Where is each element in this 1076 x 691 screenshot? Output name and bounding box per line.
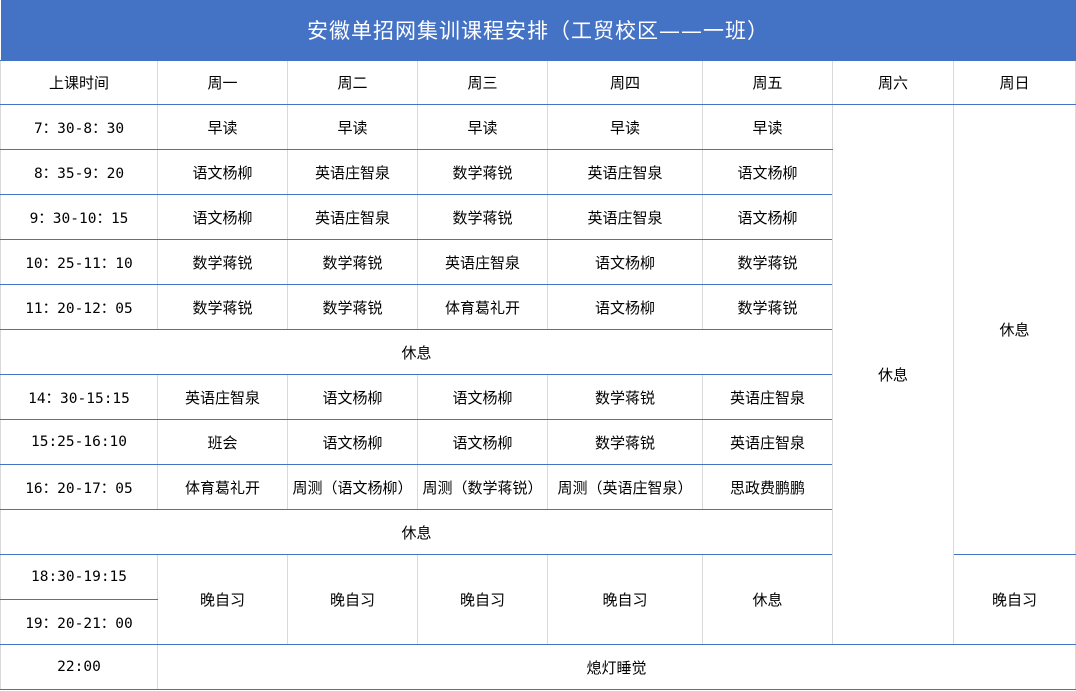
evening-break-cell[interactable]: 休息	[0, 509, 833, 555]
column-header[interactable]: 周一	[157, 60, 288, 105]
lights-out-cell[interactable]: 熄灯睡觉	[157, 644, 1076, 690]
class-cell[interactable]: 语文杨柳	[157, 149, 288, 195]
time-cell[interactable]: 18:30-19:15	[0, 554, 158, 600]
evening-cell[interactable]: 晚自习	[287, 554, 418, 645]
class-cell[interactable]: 数学蒋锐	[287, 239, 418, 285]
class-cell[interactable]: 数学蒋锐	[547, 374, 703, 420]
class-cell[interactable]: 语文杨柳	[287, 419, 418, 465]
time-cell[interactable]: 16：20-17：05	[0, 464, 158, 510]
table-row: 8：35-9：20 语文杨柳 英语庄智泉 数学蒋锐 英语庄智泉 语文杨柳	[0, 149, 1076, 195]
class-cell[interactable]: 数学蒋锐	[287, 284, 418, 330]
class-cell[interactable]: 英语庄智泉	[702, 419, 833, 465]
time-cell[interactable]: 7：30-8：30	[0, 104, 158, 150]
class-cell[interactable]: 早读	[157, 104, 288, 150]
class-cell[interactable]: 语文杨柳	[417, 374, 548, 420]
class-cell[interactable]: 语文杨柳	[547, 239, 703, 285]
class-cell[interactable]: 班会	[157, 419, 288, 465]
time-cell[interactable]: 14：30-15:15	[0, 374, 158, 420]
class-cell[interactable]: 早读	[547, 104, 703, 150]
table-row: 安徽单招网集训课程安排（工贸校区——一班）	[0, 0, 1076, 61]
noon-break-cell[interactable]: 休息	[0, 329, 833, 375]
column-header[interactable]: 周四	[547, 60, 703, 105]
evening-cell[interactable]: 晚自习	[157, 554, 288, 645]
class-cell[interactable]: 英语庄智泉	[287, 194, 418, 240]
class-cell[interactable]: 语文杨柳	[547, 284, 703, 330]
class-cell[interactable]: 数学蒋锐	[702, 239, 833, 285]
table-row: 10：25-11：10 数学蒋锐 数学蒋锐 英语庄智泉 语文杨柳 数学蒋锐	[0, 239, 1076, 285]
column-header[interactable]: 周五	[702, 60, 833, 105]
class-cell[interactable]: 英语庄智泉	[702, 374, 833, 420]
class-cell[interactable]: 数学蒋锐	[702, 284, 833, 330]
time-cell[interactable]: 9：30-10：15	[0, 194, 158, 240]
class-cell[interactable]: 思政费鹏鹏	[702, 464, 833, 510]
class-cell[interactable]: 数学蒋锐	[157, 239, 288, 285]
class-cell[interactable]: 数学蒋锐	[157, 284, 288, 330]
sunday-rest-cell[interactable]: 休息	[953, 104, 1076, 555]
class-cell[interactable]: 早读	[702, 104, 833, 150]
table-row: 16：20-17：05 体育葛礼开 周测（语文杨柳） 周测（数学蒋锐） 周测（英语庄智泉…	[0, 464, 1076, 510]
time-cell[interactable]: 10：25-11：10	[0, 239, 158, 285]
class-cell[interactable]: 英语庄智泉	[417, 239, 548, 285]
class-cell[interactable]: 周测（英语庄智泉）	[547, 464, 703, 510]
class-cell[interactable]: 数学蒋锐	[547, 419, 703, 465]
table-row: 18:30-19:15 晚自习 晚自习 晚自习 晚自习 休息 晚自习	[0, 554, 1076, 645]
saturday-cell[interactable]: 休息	[832, 104, 954, 645]
column-header[interactable]: 上课时间	[0, 60, 158, 105]
class-cell[interactable]: 语文杨柳	[702, 194, 833, 240]
class-cell[interactable]: 英语庄智泉	[287, 149, 418, 195]
sunday-evening-cell[interactable]: 晚自习	[953, 554, 1076, 645]
time-cell[interactable]: 15:25-16:10	[0, 419, 158, 465]
table-row: 11：20-12：05 数学蒋锐 数学蒋锐 体育葛礼开 语文杨柳 数学蒋锐	[0, 284, 1076, 330]
class-cell[interactable]: 数学蒋锐	[417, 194, 548, 240]
page-title[interactable]: 安徽单招网集训课程安排（工贸校区——一班）	[0, 0, 1076, 61]
class-cell[interactable]: 语文杨柳	[417, 419, 548, 465]
class-cell[interactable]: 早读	[417, 104, 548, 150]
time-cell[interactable]: 22:00	[0, 644, 158, 690]
column-header[interactable]: 周日	[953, 60, 1076, 105]
class-cell[interactable]: 体育葛礼开	[157, 464, 288, 510]
evening-cell[interactable]: 晚自习	[547, 554, 703, 645]
time-cell[interactable]: 11：20-12：05	[0, 284, 158, 330]
table-row: 19：20-21：00	[0, 599, 1076, 645]
class-cell[interactable]: 语文杨柳	[287, 374, 418, 420]
class-cell[interactable]: 周测（语文杨柳）	[287, 464, 418, 510]
class-cell[interactable]: 英语庄智泉	[547, 149, 703, 195]
table-row: 22:00 熄灯睡觉	[0, 644, 1076, 690]
evening-cell[interactable]: 晚自习	[417, 554, 548, 645]
table-row: 15:25-16:10 班会 语文杨柳 语文杨柳 数学蒋锐 英语庄智泉	[0, 419, 1076, 465]
table-row: 9：30-10：15 语文杨柳 英语庄智泉 数学蒋锐 英语庄智泉 语文杨柳	[0, 194, 1076, 240]
class-cell[interactable]: 英语庄智泉	[547, 194, 703, 240]
time-cell[interactable]: 8：35-9：20	[0, 149, 158, 195]
class-cell[interactable]: 语文杨柳	[702, 149, 833, 195]
class-cell[interactable]: 周测（数学蒋锐）	[417, 464, 548, 510]
column-header[interactable]: 周三	[417, 60, 548, 105]
class-cell[interactable]: 数学蒋锐	[417, 149, 548, 195]
table-row: 7：30-8：30 早读 早读 早读 早读 早读 休息 休息	[0, 104, 1076, 645]
evening-cell[interactable]: 休息	[702, 554, 833, 645]
class-cell[interactable]: 语文杨柳	[157, 194, 288, 240]
column-header[interactable]: 周六	[832, 60, 954, 105]
table-row: 休息	[0, 509, 1076, 555]
class-cell[interactable]: 英语庄智泉	[157, 374, 288, 420]
table-row: 上课时间 周一 周二 周三 周四 周五 周六 周日	[0, 60, 1076, 105]
column-header[interactable]: 周二	[287, 60, 418, 105]
class-cell[interactable]: 体育葛礼开	[417, 284, 548, 330]
time-cell[interactable]: 19：20-21：00	[0, 599, 158, 645]
table-row: 休息	[0, 329, 1076, 375]
class-cell[interactable]: 早读	[287, 104, 418, 150]
table-row: 14：30-15:15 英语庄智泉 语文杨柳 语文杨柳 数学蒋锐 英语庄智泉	[0, 374, 1076, 420]
